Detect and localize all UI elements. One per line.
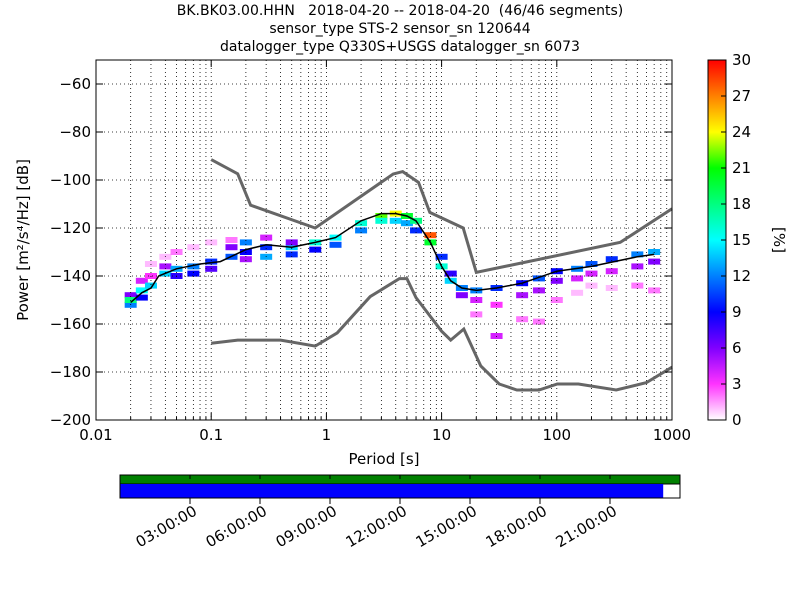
psd-cell	[239, 239, 252, 246]
psd-cell	[124, 292, 137, 299]
psd-cell	[187, 244, 200, 251]
psd-cell	[187, 263, 200, 270]
psd-cell	[355, 220, 368, 227]
y-tick-label: −180	[50, 363, 91, 381]
main-axes: 0.01 0.1 1 10 100 1000 −60 −80 −100 −120 −140 −160 −…	[14, 59, 691, 468]
psd-cell	[516, 292, 529, 299]
colorbar-tick-label: 15	[732, 231, 751, 249]
psd-cell	[225, 244, 238, 251]
psd-cell	[516, 316, 529, 323]
x-axis-label: Period [s]	[348, 450, 419, 468]
psd-cell	[329, 241, 342, 248]
psd-cell	[285, 239, 298, 246]
psd-cell	[631, 282, 644, 289]
psd-cell	[260, 234, 273, 241]
psd-cell	[159, 263, 172, 270]
y-tick-label: −80	[59, 123, 91, 141]
plot-frame	[95, 59, 673, 421]
psd-cell	[205, 258, 218, 265]
chart-title-line3: datalogger_type Q330S+USGS datalogger_sn…	[220, 39, 580, 55]
timeline-tick-label: 18:00:00	[483, 502, 550, 551]
colorbar-tick-label: 0	[732, 411, 742, 429]
colorbar-tick-label: 12	[732, 267, 751, 285]
y-axis-label: Power [m²/s⁴/Hz] [dB]	[14, 159, 32, 321]
psd-cell	[648, 287, 661, 294]
psd-cell	[571, 275, 584, 282]
psd-cell	[135, 277, 148, 284]
psd-cell	[631, 251, 644, 258]
x-tick-label: 100	[542, 426, 571, 444]
x-tick-label: 0.1	[199, 426, 223, 444]
x-tick-label: 1000	[653, 426, 691, 444]
psd-cell	[144, 282, 157, 289]
psd-cell	[187, 270, 200, 277]
coverage-bar	[120, 484, 664, 498]
mode-curve-line	[130, 212, 655, 303]
psd-cell	[532, 275, 545, 282]
psd-cell	[260, 244, 273, 251]
timeline-tick-label: 06:00:00	[203, 502, 270, 551]
timeline-tick-label: 21:00:00	[553, 502, 620, 551]
psd-cell	[400, 220, 413, 227]
colorbar-tick-label: 9	[732, 303, 742, 321]
high-noise-model-line	[210, 158, 673, 275]
timeline-tick-label: 09:00:00	[273, 502, 340, 551]
psd-cell	[585, 270, 598, 277]
psd-cell	[532, 287, 545, 294]
psd-heatmap	[124, 210, 661, 339]
colorbar: 0 3 6 9 12 15 18 21 24 27 30 [%]	[707, 51, 788, 429]
psd-cell	[605, 268, 618, 275]
x-tick-label: 10	[432, 426, 451, 444]
psd-cell	[205, 239, 218, 246]
psd-cell	[135, 287, 148, 294]
psd-cell	[605, 256, 618, 263]
timeline-tick-label: 12:00:00	[343, 502, 410, 551]
colorbar-tick-label: 30	[732, 51, 751, 69]
psd-cell	[285, 251, 298, 258]
colorbar-tick-label: 6	[732, 339, 742, 357]
x-tick-label: 1	[322, 426, 332, 444]
psd-cell	[444, 270, 457, 277]
colorbar-label: [%]	[770, 227, 788, 253]
y-tick-label: −140	[50, 267, 91, 285]
psd-cell	[410, 227, 423, 234]
colorbar-tick-label: 27	[732, 87, 751, 105]
psd-cell	[631, 263, 644, 270]
psd-cell	[355, 227, 368, 234]
low-noise-model-line	[211, 277, 673, 392]
colorbar-tick-label: 3	[732, 375, 742, 393]
y-tick-label: −160	[50, 315, 91, 333]
psd-cell	[571, 289, 584, 296]
y-tick-label: −60	[59, 75, 91, 93]
chart-title-line2: sensor_type STS-2 sensor_sn 120644	[269, 21, 531, 37]
psd-cell	[455, 292, 468, 299]
colorbar-tick-label: 18	[732, 195, 751, 213]
psd-cell	[532, 318, 545, 325]
psd-cell	[648, 258, 661, 265]
y-tick-label: −200	[50, 411, 91, 429]
psd-cell	[225, 237, 238, 243]
colorbar-tick-label: 21	[732, 159, 751, 177]
data-coverage-timeline: 03:00:00 06:00:00 09:00:00 12:00:00 15:00:00…	[119, 474, 681, 551]
y-tick-label: −100	[50, 171, 91, 189]
psd-cell	[470, 311, 483, 318]
psd-cell	[424, 232, 437, 239]
psd-cell	[585, 282, 598, 289]
timeline-tick-label: 03:00:00	[133, 502, 200, 551]
grid-lines	[95, 60, 672, 421]
y-tick-label: −120	[50, 219, 91, 237]
psd-cell	[309, 246, 322, 253]
chart-title-line1: BK.BK03.00.HHN 2018-04-20 -- 2018-04-20 …	[176, 3, 624, 19]
timeline-tick-label: 15:00:00	[413, 502, 480, 551]
psd-cell	[135, 294, 148, 301]
colorbar-tick-label: 24	[732, 123, 751, 141]
psd-cell	[239, 256, 252, 263]
availability-bar	[120, 475, 680, 484]
noise-models	[130, 158, 673, 392]
x-tick-label: 0.01	[79, 426, 112, 444]
